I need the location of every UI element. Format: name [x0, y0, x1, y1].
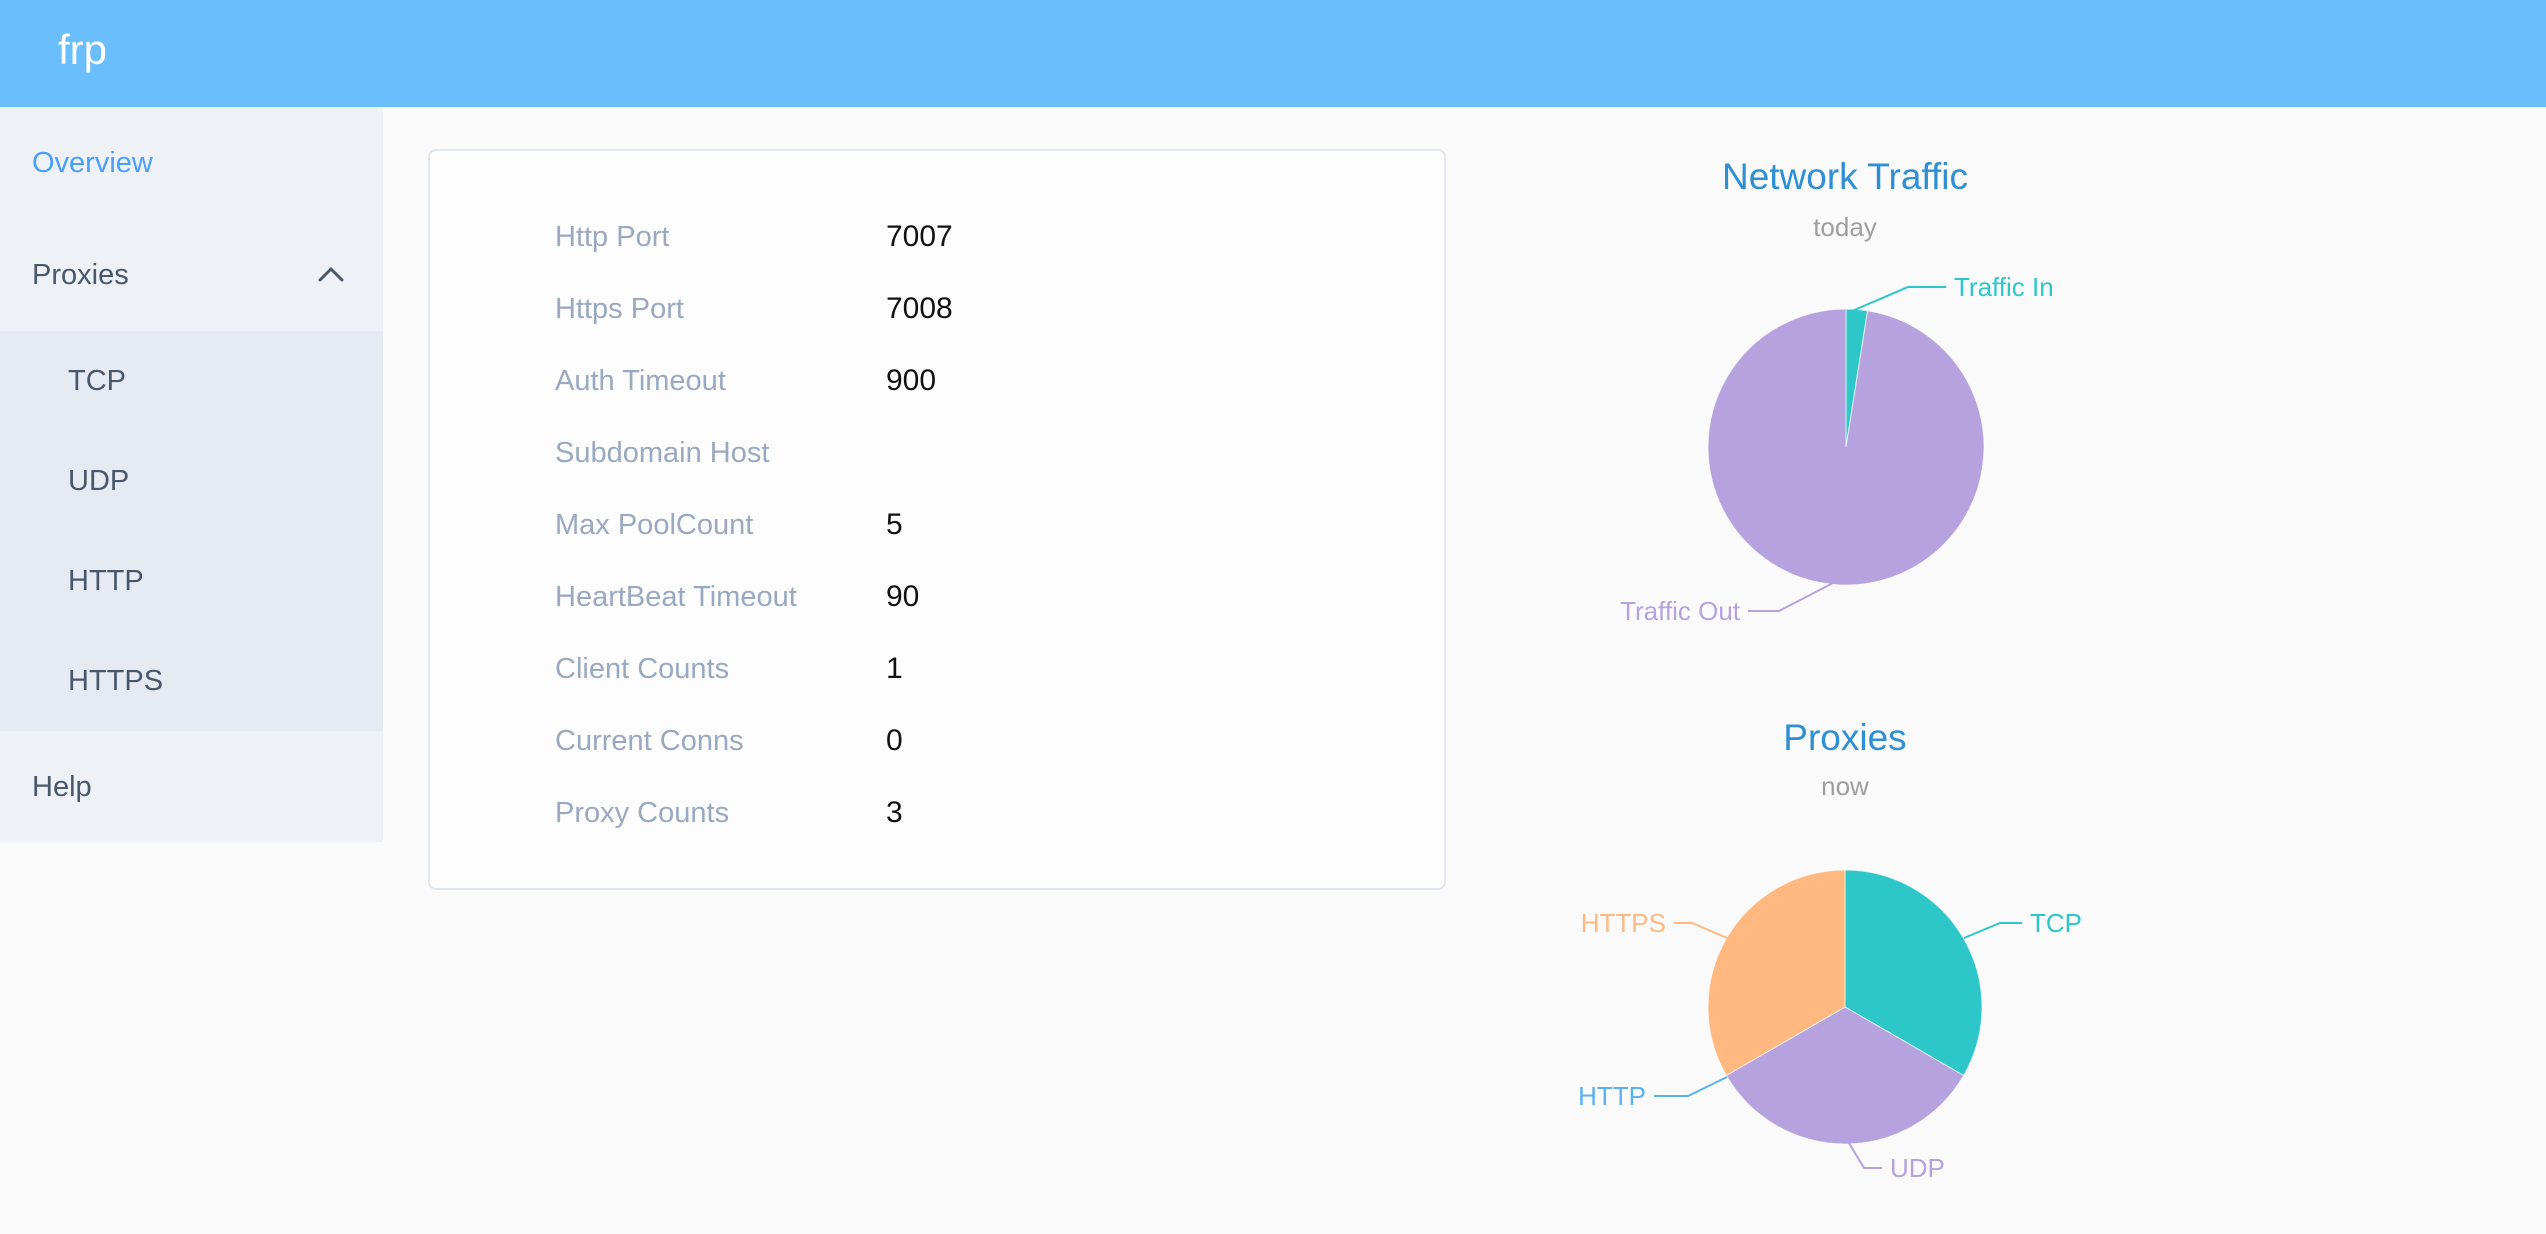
- config-value: 3: [886, 796, 903, 829]
- pie-label-line-tcp: [1963, 922, 2022, 939]
- config-value: 5: [886, 508, 903, 541]
- proxies-chart-title: Proxies: [1783, 717, 1907, 758]
- config-label: Https Port: [555, 292, 684, 325]
- sidebar-nav: Overview Proxies TCP UDP HTTP HTTPS Help: [0, 107, 383, 842]
- config-row: HeartBeat Timeout 90: [430, 561, 1444, 633]
- pie-label-traffic-out: Traffic Out: [1620, 596, 1741, 626]
- pie-label-http: HTTP: [1578, 1081, 1646, 1111]
- pie-label-traffic-in: Traffic In: [1954, 272, 2054, 302]
- sidebar-item-https[interactable]: HTTPS: [68, 665, 164, 697]
- pie-label-line-http: [1654, 1076, 1728, 1097]
- config-row: Https Port 7008: [430, 273, 1444, 345]
- config-label: Auth Timeout: [555, 364, 726, 397]
- pie-label-line-traffic-out: [1748, 582, 1834, 612]
- server-config-card: Http Port 7007 Https Port 7008 Auth Timeout 9…: [428, 149, 1446, 890]
- config-value: 90: [886, 580, 920, 613]
- config-label: Proxy Counts: [555, 796, 730, 829]
- pie-label-line-traffic-in: [1851, 286, 1946, 312]
- config-value: 7008: [886, 292, 953, 325]
- config-label: Http Port: [555, 220, 670, 253]
- network-traffic-chart-title: Network Traffic: [1721, 156, 1969, 197]
- pie-slice-traffic-out[interactable]: [1707, 308, 1985, 586]
- network-traffic-chart-subtitle: today: [1813, 212, 1877, 242]
- config-row: Current Conns 0: [430, 705, 1444, 777]
- pie-label-tcp: TCP: [2030, 908, 2082, 938]
- pie-label-line-https: [1674, 922, 1728, 939]
- config-value: 7007: [886, 220, 953, 253]
- config-row: Client Counts 1: [430, 633, 1444, 705]
- sidebar-item-udp[interactable]: UDP: [68, 465, 130, 497]
- sidebar-item-help[interactable]: Help: [32, 771, 92, 803]
- config-row: Auth Timeout 900: [430, 345, 1444, 417]
- pie-label-https: HTTPS: [1581, 908, 1666, 938]
- app-header: frp: [0, 0, 2546, 107]
- config-label: Client Counts: [555, 652, 730, 685]
- pie-label-udp: UDP: [1890, 1153, 1945, 1183]
- config-row: Proxy Counts 3: [430, 777, 1444, 849]
- config-label: Subdomain Host: [555, 436, 770, 469]
- pie-label-line-udp: [1848, 1142, 1882, 1169]
- chevron-up-icon: [318, 267, 344, 282]
- sidebar-item-proxies[interactable]: Proxies: [0, 219, 383, 331]
- sidebar-item-proxies-label: Proxies: [32, 259, 129, 291]
- config-row: Max PoolCount 5: [430, 489, 1444, 561]
- sidebar-item-tcp[interactable]: TCP: [68, 365, 126, 397]
- config-row: Http Port 7007: [430, 201, 1444, 273]
- sidebar-item-overview[interactable]: Overview: [32, 147, 153, 179]
- server-config-rows: Http Port 7007 Https Port 7008 Auth Timeout 9…: [430, 201, 1444, 849]
- proxies-chart-subtitle: now: [1821, 771, 1869, 801]
- config-value: 1: [886, 652, 903, 685]
- config-row: Subdomain Host: [430, 417, 1444, 489]
- frp-logo: frp: [58, 26, 108, 73]
- config-label: HeartBeat Timeout: [555, 580, 797, 613]
- config-label: Max PoolCount: [555, 508, 754, 541]
- config-value: 900: [886, 364, 937, 397]
- proxies-submenu: TCP UDP HTTP HTTPS: [0, 331, 383, 731]
- config-value: 0: [886, 724, 903, 757]
- config-label: Current Conns: [555, 724, 744, 757]
- sidebar-item-http[interactable]: HTTP: [68, 565, 144, 597]
